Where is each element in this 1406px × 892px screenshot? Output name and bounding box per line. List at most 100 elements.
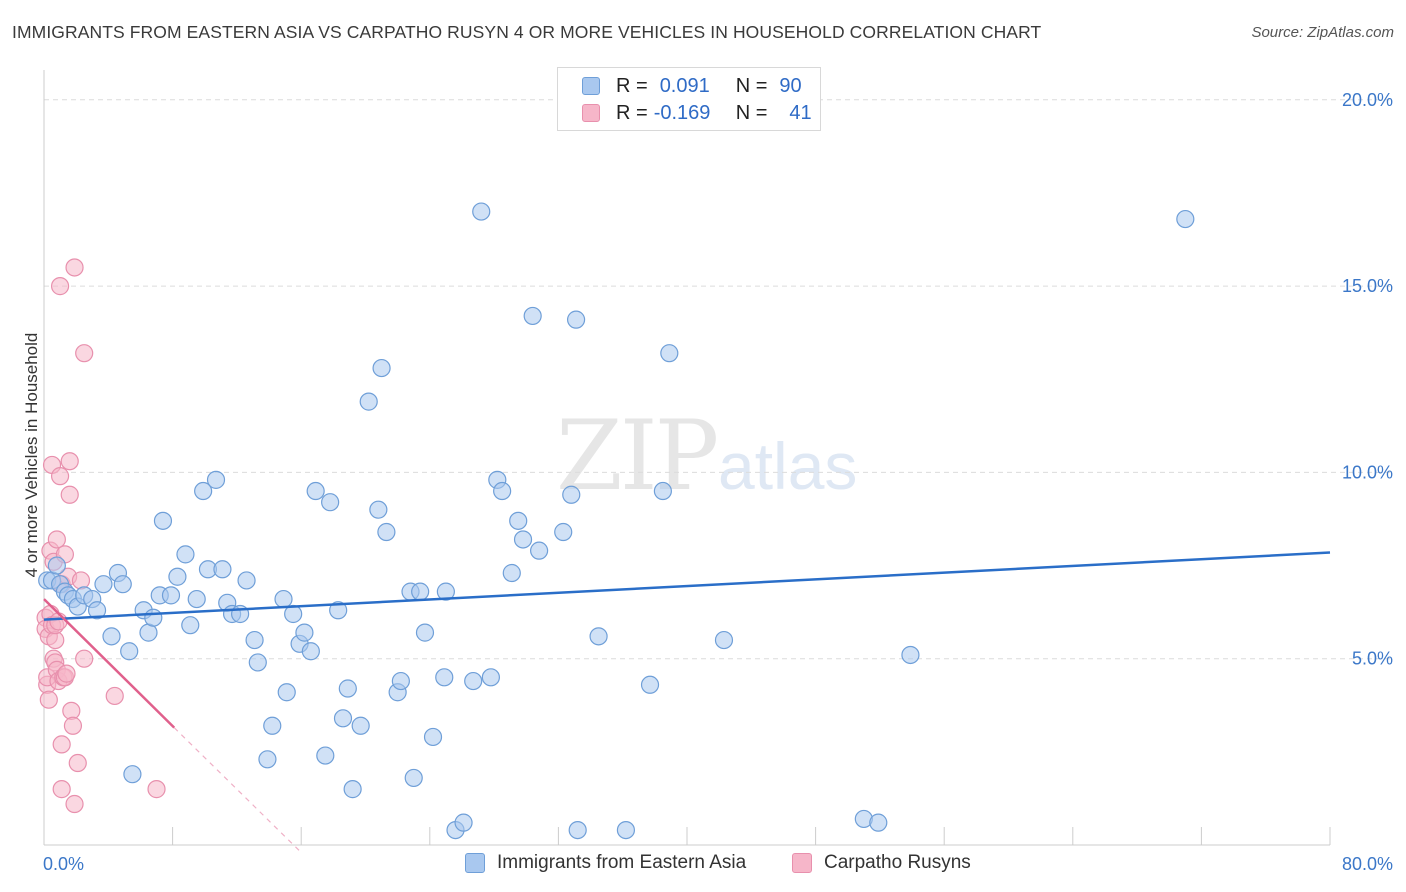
eastern-asia-point [237, 571, 256, 590]
y-tick-label: 5.0% [1352, 649, 1393, 669]
eastern-asia-point [493, 481, 512, 501]
legend-r-value: -0.169 [653, 101, 711, 124]
carpatho-rusyns-point [52, 735, 71, 754]
eastern-asia-point [123, 765, 142, 784]
carpatho-rusyns-trend-line [43, 598, 176, 729]
watermark-atlas: atlas [718, 429, 858, 503]
eastern-asia-point [523, 306, 542, 326]
eastern-asia-point [153, 511, 173, 530]
eastern-asia-point [213, 560, 232, 579]
eastern-asia-point [87, 601, 107, 620]
eastern-asia-point [144, 608, 163, 627]
eastern-asia-point [513, 530, 533, 549]
eastern-asia-point [369, 500, 388, 519]
eastern-asia-point [277, 683, 296, 702]
legend-item-label: Carpatho Rusyns [824, 852, 971, 873]
legend-n-label: N = [735, 101, 768, 124]
eastern-asia-point [530, 541, 549, 560]
carpatho-rusyns-point [60, 452, 79, 471]
eastern-asia-point [168, 567, 187, 586]
x-tick-label-max: 80.0% [1342, 854, 1393, 874]
eastern-asia-point [566, 310, 586, 329]
correlation-legend: R = 0.091 N = 90 R = -0.169 N = 41 [557, 67, 821, 131]
watermark-zip: ZIP [556, 400, 719, 512]
eastern-asia-point [616, 820, 636, 840]
chart-title: IMMIGRANTS FROM EASTERN ASIA VS CARPATHO… [12, 22, 1042, 42]
eastern-asia-point [435, 668, 454, 687]
eastern-asia-point [411, 582, 430, 601]
eastern-asia-point [415, 623, 435, 642]
eastern-asia-point [454, 813, 473, 832]
eastern-asia-point [47, 556, 66, 575]
carpatho-rusyns-point [65, 258, 84, 277]
series-carpatho-rusyns [36, 258, 166, 814]
y-tick-label: 10.0% [1342, 462, 1393, 482]
carpatho-rusyns-point [63, 716, 83, 735]
eastern-asia-point [161, 586, 181, 605]
eastern-asia-point [1176, 209, 1195, 229]
eastern-asia-point [176, 545, 195, 564]
eastern-asia-point [333, 709, 353, 728]
carpatho-rusyns-trend-extension [173, 727, 302, 853]
legend-item-carpatho-rusyns: Carpatho Rusyns [792, 852, 971, 874]
eastern-asia-point [391, 671, 410, 691]
eastern-asia-point [102, 627, 121, 646]
carpatho-rusyns-point [50, 277, 70, 296]
eastern-asia-point [258, 750, 277, 769]
eastern-asia-point [206, 470, 226, 489]
legend-item-label: Immigrants from Eastern Asia [497, 852, 747, 873]
eastern-asia-point [568, 820, 587, 840]
carpatho-rusyns-point [75, 649, 94, 668]
eastern-asia-point [377, 522, 396, 542]
eastern-asia-point [113, 575, 132, 594]
legend-r-label: R = [616, 101, 648, 124]
eastern-asia-point [481, 668, 500, 687]
eastern-asia-point [472, 202, 491, 221]
carpatho-rusyns-point [57, 664, 76, 683]
x-tick-label-min: 0.0% [43, 854, 84, 874]
eastern-asia-point [423, 727, 443, 747]
eastern-asia-point [351, 716, 370, 735]
series-eastern-asia [38, 202, 1195, 840]
x-tick-labels: 0.0% 80.0% [43, 854, 1393, 874]
y-tick-label: 20.0% [1342, 90, 1393, 110]
eastern-asia-point [295, 623, 314, 642]
eastern-asia-trend-line [43, 551, 1331, 621]
legend-r-label: R = [616, 74, 648, 97]
carpatho-rusyns-point [75, 344, 94, 363]
axes [43, 70, 1331, 846]
eastern-asia-point [321, 493, 340, 512]
eastern-asia-point [248, 653, 267, 672]
eastern-asia-point [372, 358, 391, 378]
eastern-asia-point [901, 645, 920, 665]
eastern-asia-point [94, 575, 113, 594]
pink-swatch-icon [792, 853, 812, 873]
carpatho-rusyns-point [68, 753, 87, 773]
legend-n-value: 41 [789, 101, 812, 124]
carpatho-rusyns-point [60, 485, 79, 504]
eastern-asia-point [359, 392, 378, 411]
y-tick-labels: 5.0% 10.0% 15.0% 20.0% [1342, 90, 1393, 669]
series-legend: Immigrants from Eastern Asia Carpatho Ru… [0, 852, 1406, 878]
carpatho-rusyns-point [65, 794, 84, 814]
pink-swatch-icon [582, 104, 600, 122]
carpatho-rusyns-point [71, 571, 91, 590]
legend-row-eastern-asia: R = 0.091 N = 90 [582, 73, 802, 99]
carpatho-rusyns-point [52, 780, 71, 799]
legend-row-carpatho-rusyns: R = -0.169 N = 41 [582, 100, 812, 126]
eastern-asia-point [660, 344, 679, 363]
y-axis-label: 4 or more Vehicles in Household [22, 333, 41, 578]
eastern-asia-point [436, 582, 455, 601]
eastern-asia-point [329, 601, 348, 620]
blue-swatch-icon [465, 853, 485, 873]
eastern-asia-point [274, 589, 293, 609]
carpatho-rusyns-point [50, 467, 70, 486]
eastern-asia-point [509, 511, 528, 530]
eastern-asia-point [301, 642, 320, 661]
eastern-asia-point [653, 481, 672, 501]
eastern-asia-point [194, 481, 213, 501]
eastern-asia-point [502, 563, 521, 583]
legend-n-value: 90 [779, 74, 802, 97]
eastern-asia-point [187, 589, 206, 609]
